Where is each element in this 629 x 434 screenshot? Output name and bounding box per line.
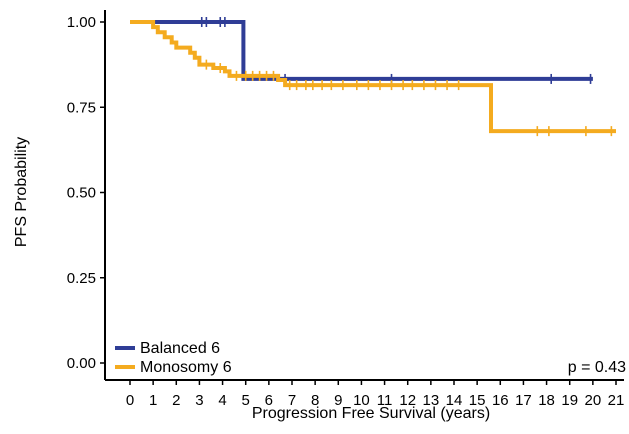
km-curve-monosomy-6 (130, 20, 616, 134)
y-tick-label: 0.00 (67, 355, 96, 372)
y-tick-label: 0.25 (67, 270, 96, 287)
legend: Balanced 6 Monosomy 6 (115, 340, 232, 376)
x-tick-label: 11 (377, 392, 393, 409)
x-tick-label: 21 (608, 392, 625, 409)
x-tick-label: 5 (242, 392, 250, 409)
x-tick-label: 4 (218, 392, 226, 409)
x-tick-label: 0 (126, 392, 134, 409)
x-tick-label: 7 (288, 392, 296, 409)
y-tick-label: 0.50 (67, 185, 96, 202)
x-tick-label: 10 (353, 392, 370, 409)
x-tick-label: 15 (469, 392, 486, 409)
x-tick-label: 6 (265, 392, 273, 409)
x-tick-label: 20 (585, 392, 602, 409)
x-tick-label: 12 (399, 392, 416, 409)
x-tick-label: 17 (515, 392, 532, 409)
x-tick-label: 8 (311, 392, 319, 409)
legend-label-monosomy: Monosomy 6 (140, 359, 232, 376)
y-tick-label: 1.00 (67, 14, 96, 31)
x-tick-label: 3 (195, 392, 203, 409)
x-tick-label: 19 (561, 392, 578, 409)
x-tick-label: 2 (172, 392, 180, 409)
x-tick-label: 16 (492, 392, 509, 409)
legend-swatch-monosomy (115, 365, 135, 369)
x-tick-label: 9 (334, 392, 342, 409)
p-value-annotation: p = 0.43 (568, 359, 626, 376)
y-tick-label: 0.75 (67, 99, 96, 116)
axes-group: 0.000.250.500.751.000 1 2 3 4 5 6 7 8 9 10 11 12 13 14… (67, 10, 625, 409)
x-tick-label: 1 (149, 392, 157, 409)
series-group (130, 17, 616, 137)
legend-swatch-balanced (115, 346, 135, 350)
x-tick-label: 13 (423, 392, 440, 409)
x-axis-title: Progression Free Survival (years) (252, 405, 490, 422)
y-axis-title: PFS Probability (13, 137, 30, 247)
legend-label-balanced: Balanced 6 (140, 340, 220, 357)
x-tick-label: 14 (446, 392, 463, 409)
x-tick-label: 18 (538, 392, 555, 409)
km-curve-balanced-6 (130, 20, 593, 81)
